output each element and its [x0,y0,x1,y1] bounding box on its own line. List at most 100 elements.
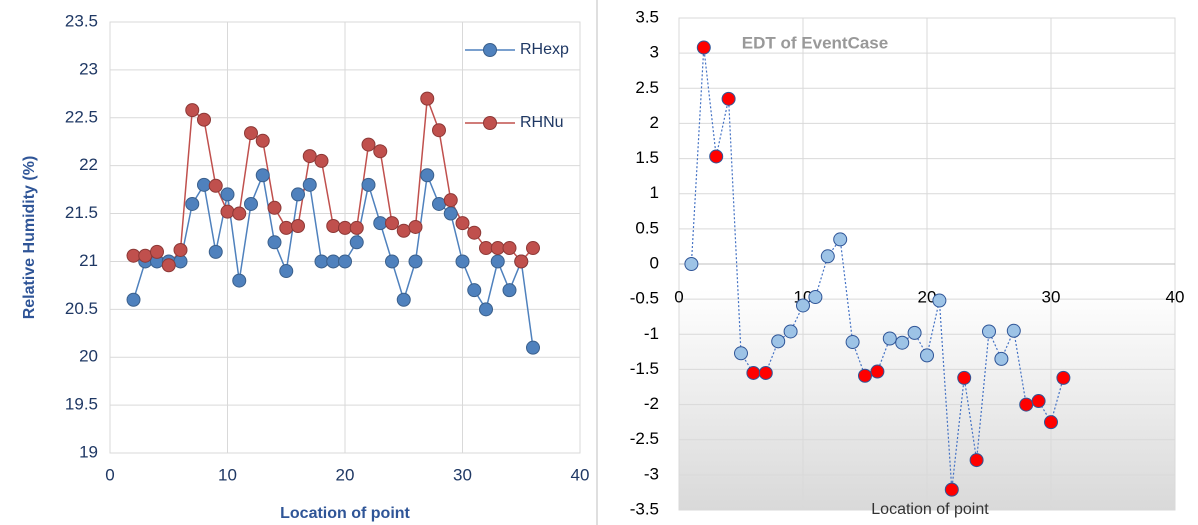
point [338,220,352,235]
point [349,220,364,235]
y-tick-label: -3 [644,464,659,483]
point [244,196,258,211]
point [208,244,223,259]
point [502,241,517,256]
point [796,298,810,313]
point [396,292,411,307]
point [173,242,188,257]
point [1031,394,1046,409]
x-tick-label: 20 [336,465,355,484]
point [385,216,399,231]
point [982,324,996,339]
point [232,206,247,221]
point [150,244,164,259]
point [255,133,270,148]
y-tick-label: -0.5 [630,289,659,308]
point [126,248,141,263]
y-tick-label: 22 [79,155,98,174]
point [1019,397,1034,412]
point [267,200,282,215]
point [361,137,376,152]
point [709,149,724,164]
point [907,325,922,340]
point [526,340,540,355]
y-tick-label: 0 [650,253,659,272]
x-tick-label: 0 [674,287,683,306]
point [220,187,235,202]
point [432,123,446,138]
point [1044,415,1058,430]
x-tick-label: 30 [1042,287,1061,306]
point [479,241,493,256]
point [490,254,505,269]
point [361,177,376,192]
point [455,254,470,269]
point [443,206,458,221]
y-tick-label: 19 [79,442,98,461]
point [279,220,294,235]
y-tick-label: -2 [644,394,659,413]
point [870,364,885,379]
point [338,254,352,269]
point [490,241,505,256]
point [833,232,848,247]
y-tick-label: 20.5 [65,299,98,318]
point [895,335,910,350]
point [432,196,446,211]
y-tick-label: 19.5 [65,395,98,414]
point [443,193,458,208]
y-tick-label: 1.5 [635,148,659,167]
legend-label: RHexp [520,41,569,58]
point [771,334,786,349]
point [408,254,423,269]
point [882,331,897,346]
point [244,126,258,141]
point [255,168,270,183]
point [408,219,423,234]
point [944,482,959,497]
point [161,258,176,273]
point [969,453,984,468]
y-tick-label: 20 [79,347,98,366]
point [502,283,517,298]
point [220,204,235,219]
y-axis-label: Relative Humidity (%) [21,156,38,320]
y-tick-label: 23.5 [65,11,98,30]
x-tick-label: 40 [571,465,590,484]
point [396,223,411,238]
y-tick-label: 0.5 [635,218,659,237]
point [696,40,711,55]
point [420,91,435,106]
point [314,153,329,168]
y-tick-label: 23 [79,59,98,78]
point [302,149,317,164]
point [326,219,341,234]
y-tick-label: 22.5 [65,107,98,126]
point [208,178,223,193]
point [349,235,364,250]
point [820,249,835,264]
legend-marker [483,116,497,130]
y-tick-label: -1.5 [630,359,659,378]
point [783,324,798,339]
y-tick-label: 1 [650,183,659,202]
point [957,370,972,385]
point [232,273,247,288]
y-tick-label: 21 [79,251,98,270]
x-tick-label: 0 [105,465,114,484]
x-axis-label: Location of point [871,501,989,518]
x-tick-label: 10 [218,465,237,484]
point [684,257,699,271]
point [734,346,748,361]
y-tick-label: 21.5 [65,203,98,222]
point [197,177,211,192]
y-tick-label: 2 [650,113,659,132]
point [185,196,200,211]
point [994,351,1009,366]
point [721,91,736,106]
y-tick-label: 3 [650,43,659,62]
point [326,254,341,269]
point [385,254,399,269]
point [932,293,947,308]
